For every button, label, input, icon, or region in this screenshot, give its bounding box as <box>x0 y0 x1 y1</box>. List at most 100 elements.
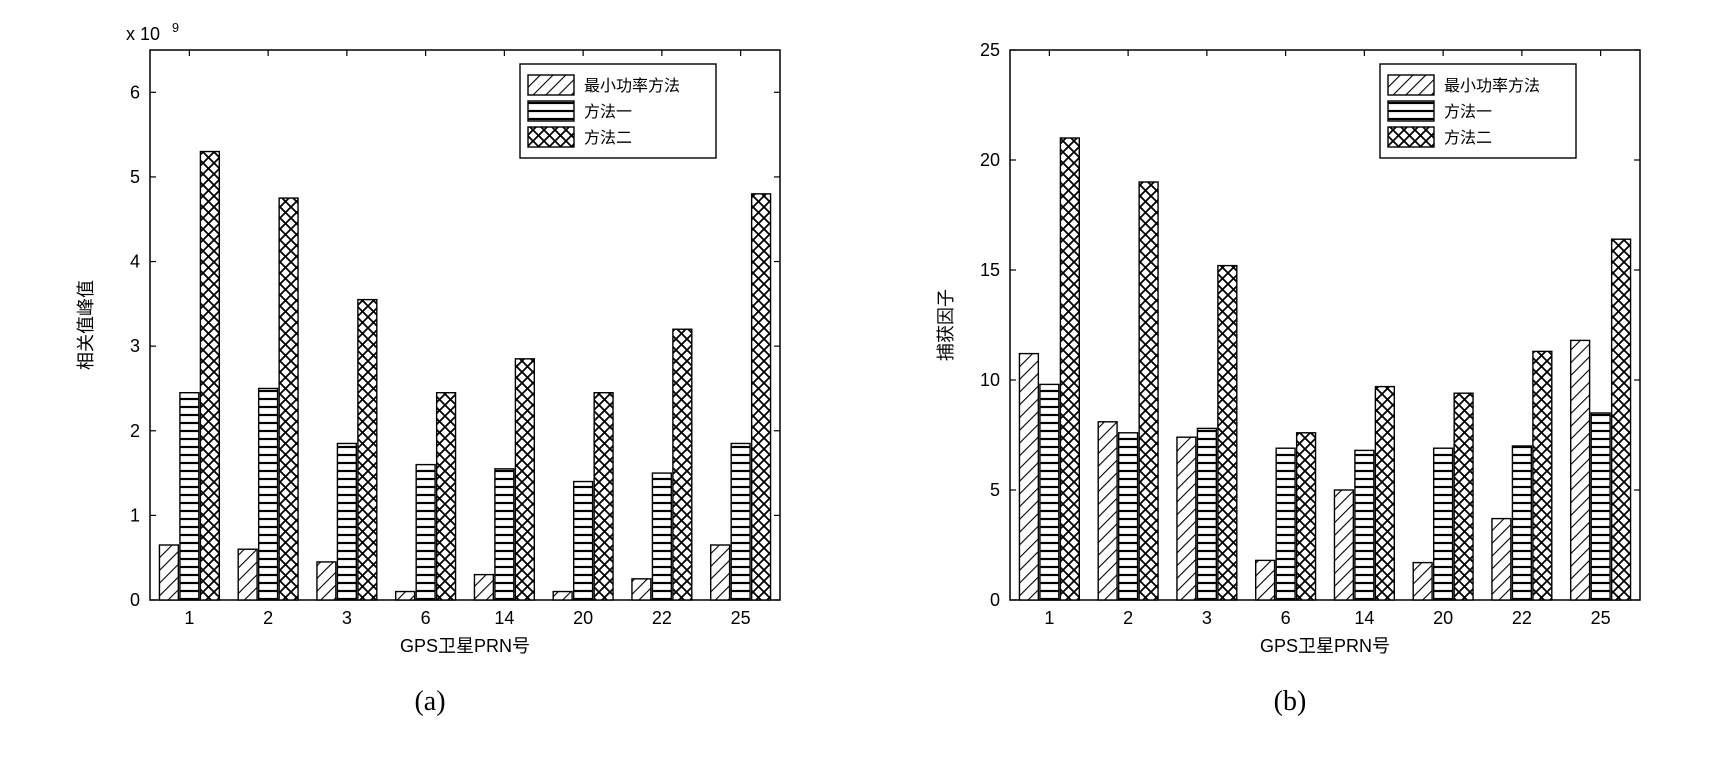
legend-label: 方法二 <box>1444 129 1492 147</box>
svg-text:2: 2 <box>263 608 273 628</box>
x-axis-label: GPS卫星PRN号 <box>1260 636 1390 656</box>
svg-text:14: 14 <box>1354 608 1374 628</box>
svg-text:5: 5 <box>990 480 1000 500</box>
legend-label: 方法一 <box>584 103 632 121</box>
bar <box>159 545 178 600</box>
legend-swatch <box>528 75 574 95</box>
bar <box>1060 138 1079 600</box>
bar <box>1375 387 1394 600</box>
chart-b-caption: (b) <box>920 686 1660 718</box>
svg-text:1: 1 <box>184 608 194 628</box>
svg-text:6: 6 <box>421 608 431 628</box>
bar <box>632 579 651 600</box>
bar <box>1454 393 1473 600</box>
bar <box>259 388 278 600</box>
bar <box>437 393 456 600</box>
legend-swatch <box>1388 127 1434 147</box>
bar <box>1177 437 1196 600</box>
bar <box>1355 450 1374 600</box>
bar <box>180 393 199 600</box>
y-axis-label: 相关值峰值 <box>76 280 96 370</box>
bar <box>337 443 356 600</box>
bar <box>238 549 257 600</box>
bar <box>474 575 493 600</box>
chart-a-panel: 0123456x 109123614202225GPS卫星PRN号相关值峰值最小… <box>60 20 800 700</box>
svg-text:15: 15 <box>980 260 1000 280</box>
legend-label: 方法一 <box>1444 103 1492 121</box>
bar <box>416 465 435 600</box>
bar <box>1413 563 1432 600</box>
svg-text:0: 0 <box>990 590 1000 610</box>
y-axis-label: 捕获因子 <box>936 289 956 361</box>
svg-text:25: 25 <box>731 608 751 628</box>
chart-a-svg: 0123456x 109123614202225GPS卫星PRN号相关值峰值最小… <box>60 20 800 680</box>
svg-text:14: 14 <box>494 608 514 628</box>
legend-swatch <box>1388 75 1434 95</box>
svg-text:6: 6 <box>1281 608 1291 628</box>
bar <box>515 359 534 600</box>
bar <box>731 443 750 600</box>
legend-label: 最小功率方法 <box>1444 77 1540 95</box>
svg-text:6: 6 <box>130 82 140 102</box>
bar <box>1512 446 1531 600</box>
svg-text:x 10: x 10 <box>126 24 160 44</box>
bar <box>1334 490 1353 600</box>
svg-text:25: 25 <box>980 40 1000 60</box>
chart-b-svg: 0 5 10 15 20 25 1 2 3 6 14 20 22 25 GPS卫星PRN号 捕获因子 最小功率方… <box>920 20 1660 680</box>
bar <box>1492 519 1511 600</box>
svg-text:20: 20 <box>980 150 1000 170</box>
svg-text:2: 2 <box>130 421 140 441</box>
svg-text:9: 9 <box>172 21 179 35</box>
svg-text:22: 22 <box>1512 608 1532 628</box>
bar <box>711 545 730 600</box>
svg-text:3: 3 <box>1202 608 1212 628</box>
svg-text:0: 0 <box>130 590 140 610</box>
legend-label: 最小功率方法 <box>584 77 680 95</box>
bar <box>396 592 415 600</box>
bar <box>1591 413 1610 600</box>
bar <box>1256 560 1275 600</box>
bar <box>652 473 671 600</box>
svg-text:20: 20 <box>573 608 593 628</box>
bar <box>752 194 771 600</box>
bar <box>358 300 377 600</box>
svg-text:2: 2 <box>1123 608 1133 628</box>
bar <box>1197 428 1216 600</box>
bar <box>279 198 298 600</box>
bar <box>1040 384 1059 600</box>
bar <box>673 329 692 600</box>
svg-text:10: 10 <box>980 370 1000 390</box>
bar <box>1533 351 1552 600</box>
bar <box>1139 182 1158 600</box>
bar <box>1098 422 1117 600</box>
chart-b-panel: 0 5 10 15 20 25 1 2 3 6 14 20 22 25 GPS卫星PRN号 捕获因子 最小功率方… <box>920 20 1660 700</box>
legend-swatch <box>1388 101 1434 121</box>
bar <box>1297 433 1316 600</box>
bar <box>574 482 593 600</box>
bar <box>1119 433 1138 600</box>
bar <box>594 393 613 600</box>
bar <box>1218 266 1237 600</box>
svg-text:20: 20 <box>1433 608 1453 628</box>
svg-text:25: 25 <box>1591 608 1611 628</box>
bar <box>1571 340 1590 600</box>
bar <box>317 562 336 600</box>
bar <box>1276 448 1295 600</box>
bar <box>1612 239 1631 600</box>
chart-a-caption: (a) <box>60 686 800 718</box>
legend-swatch <box>528 127 574 147</box>
legend-swatch <box>528 101 574 121</box>
legend-label: 方法二 <box>584 129 632 147</box>
bar <box>495 469 514 600</box>
bar <box>200 152 219 600</box>
svg-text:3: 3 <box>342 608 352 628</box>
svg-text:22: 22 <box>652 608 672 628</box>
svg-text:4: 4 <box>130 252 140 272</box>
svg-text:1: 1 <box>1044 608 1054 628</box>
bar <box>1019 354 1038 600</box>
svg-text:5: 5 <box>130 167 140 187</box>
svg-text:1: 1 <box>130 505 140 525</box>
x-axis-label: GPS卫星PRN号 <box>400 636 530 656</box>
bar <box>1434 448 1453 600</box>
bar <box>553 592 572 600</box>
